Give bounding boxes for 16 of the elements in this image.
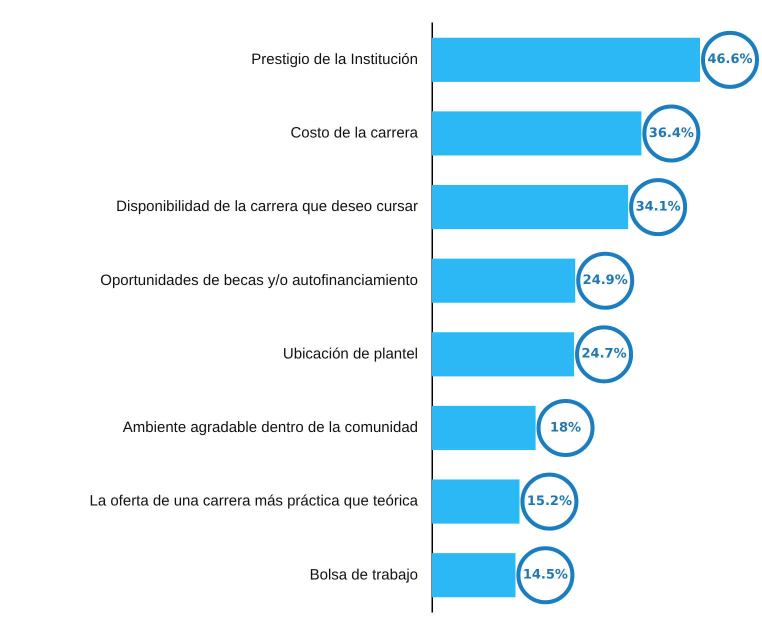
y-tick-label: Costo de la carrera — [290, 124, 419, 142]
data-label: 34.1% — [636, 199, 681, 214]
y-tick-label: Ubicación de plantel — [282, 345, 418, 362]
data-label: 14.5% — [522, 568, 568, 583]
data-label: 24.7% — [581, 346, 627, 362]
data-label: 15.2% — [526, 494, 572, 509]
y-tick-label: Bolsa de trabajo — [310, 566, 418, 584]
y-tick-label: La oferta de una carrera más práctica que teórica — [89, 492, 419, 510]
data-label: 36.4% — [648, 126, 694, 141]
data-label: 24.9% — [582, 273, 628, 288]
y-tick-label: Prestigio de la Institución — [251, 50, 418, 68]
y-tick-label: Disponibilidad de la carrera que deseo cursar — [116, 198, 418, 216]
data-label: 46.6% — [707, 52, 753, 68]
y-tick-label: Ambiente agradable dentro de la comunidad — [122, 419, 418, 436]
data-label: 18% — [550, 420, 582, 436]
y-tick-label: Oportunidades de becas y/o autofinanciamiento — [100, 272, 418, 289]
